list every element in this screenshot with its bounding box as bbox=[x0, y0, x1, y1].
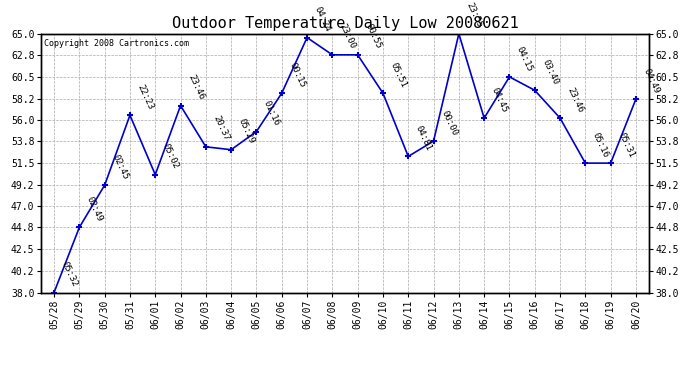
Text: 00:00: 00:00 bbox=[439, 109, 459, 137]
Text: 04:24: 04:24 bbox=[313, 5, 332, 33]
Text: 05:29: 05:29 bbox=[237, 117, 256, 146]
Text: Copyright 2008 Cartronics.com: Copyright 2008 Cartronics.com bbox=[44, 39, 190, 48]
Text: 05:31: 05:31 bbox=[616, 131, 635, 159]
Text: 23:46: 23:46 bbox=[566, 86, 585, 114]
Text: 05:02: 05:02 bbox=[161, 142, 180, 171]
Title: Outdoor Temperature Daily Low 20080621: Outdoor Temperature Daily Low 20080621 bbox=[172, 16, 518, 31]
Text: 00:55: 00:55 bbox=[363, 22, 383, 51]
Text: 22:23: 22:23 bbox=[135, 83, 155, 111]
Text: 05:51: 05:51 bbox=[388, 61, 408, 89]
Text: 02:45: 02:45 bbox=[110, 153, 130, 181]
Text: 20:37: 20:37 bbox=[211, 114, 231, 142]
Text: 05:16: 05:16 bbox=[591, 131, 611, 159]
Text: 05:32: 05:32 bbox=[59, 260, 79, 288]
Text: 04:81: 04:81 bbox=[414, 124, 433, 152]
Text: 23:00: 23:00 bbox=[338, 22, 357, 51]
Text: 03:40: 03:40 bbox=[540, 58, 560, 86]
Text: 02:49: 02:49 bbox=[85, 195, 104, 223]
Text: 04:49: 04:49 bbox=[642, 67, 661, 95]
Text: 01:16: 01:16 bbox=[262, 99, 282, 128]
Text: 04:15: 04:15 bbox=[515, 45, 535, 73]
Text: 04:45: 04:45 bbox=[490, 86, 509, 114]
Text: 23:55: 23:55 bbox=[464, 2, 484, 30]
Text: 00:15: 00:15 bbox=[287, 61, 307, 89]
Text: 23:46: 23:46 bbox=[186, 73, 206, 102]
